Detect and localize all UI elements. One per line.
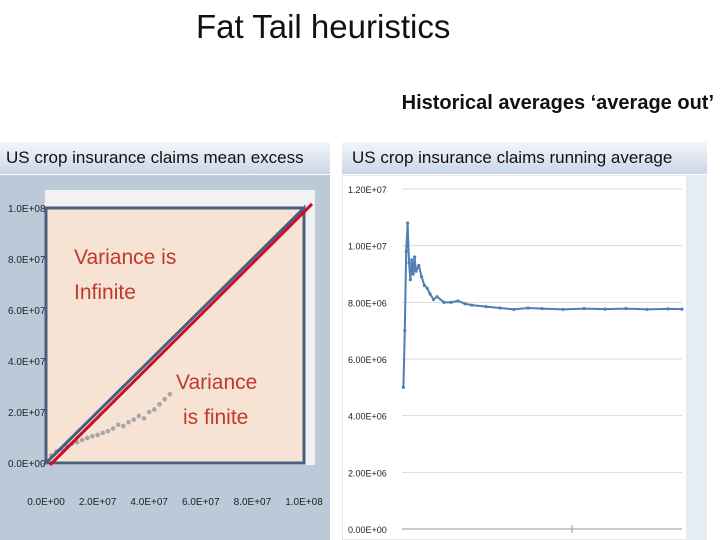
mean-excess-point xyxy=(115,422,121,428)
slide-subtitle: Historical averages ‘average out’ xyxy=(401,92,714,114)
running-average-point xyxy=(498,306,502,310)
mean-excess-point xyxy=(157,402,162,407)
infinite-label-line2: Infinite xyxy=(74,281,136,304)
running-average-point xyxy=(406,221,410,225)
running-average-point xyxy=(428,292,432,296)
mean-excess-point xyxy=(136,413,142,419)
left-y-tick-label: 6.0E+07 xyxy=(8,306,46,317)
finite-label-line1: Variance xyxy=(176,371,257,394)
running-average-point xyxy=(422,283,426,287)
mean-excess-point xyxy=(141,416,147,421)
running-average-point xyxy=(411,272,415,276)
running-average-point xyxy=(449,300,453,304)
running-average-point xyxy=(603,307,607,311)
running-average-point xyxy=(420,275,424,279)
mean-excess-point xyxy=(100,430,106,436)
running-average-point xyxy=(526,306,530,310)
running-average-point xyxy=(540,306,544,311)
mean-excess-point xyxy=(152,407,157,412)
running-average-point xyxy=(414,269,418,273)
right-panel-title: US crop insurance claims running average xyxy=(342,142,707,174)
mean-excess-point xyxy=(131,417,137,422)
right-y-tick-label: 1.00E+07 xyxy=(348,242,387,252)
running-average-point xyxy=(401,385,405,389)
running-average-point xyxy=(403,329,407,333)
infinite-label-line1: Variance is xyxy=(74,246,176,269)
left-y-tick-label: 8.0E+07 xyxy=(8,255,46,266)
running-average-point xyxy=(404,249,408,253)
mean-excess-point xyxy=(126,419,131,425)
right-y-tick-label: 8.00E+06 xyxy=(348,298,387,308)
left-x-tick-label: 1.0E+08 xyxy=(285,497,323,508)
mean-excess-point xyxy=(110,426,116,431)
infinite-variance-frame xyxy=(44,206,306,465)
right-y-tick-label: 1.20E+07 xyxy=(348,185,387,195)
mean-excess-point xyxy=(79,437,85,443)
running-average-point xyxy=(408,278,412,282)
running-average-point xyxy=(470,303,474,307)
running-average-point xyxy=(624,306,628,311)
left-y-tick-label: 1.0E+08 xyxy=(8,204,46,215)
left-x-tick-label: 6.0E+07 xyxy=(182,497,220,508)
left-y-tick-label: 2.0E+07 xyxy=(8,408,46,419)
mean-excess-point xyxy=(121,423,126,429)
finite-label-line2: is finite xyxy=(183,406,248,429)
running-average-point xyxy=(680,307,684,311)
running-average-point xyxy=(410,258,414,262)
running-average-point xyxy=(645,307,649,312)
mean-excess-chart: 0.0E+00 2.0E+07 4.0E+07 6.0E+07 8.0E+07 1.0E+… xyxy=(0,175,330,540)
running-average-point xyxy=(484,304,488,309)
running-average-point xyxy=(463,302,467,306)
running-average-point xyxy=(512,307,516,312)
left-y-tick-label: 0.0E+00 xyxy=(8,459,46,470)
running-average-point xyxy=(442,300,446,304)
running-average-chart: 0.00E+00 2.00E+06 4.00E+06 6.00E+06 8.00E+06… xyxy=(342,175,707,540)
left-x-tick-label: 8.0E+07 xyxy=(234,497,272,508)
running-average-point xyxy=(666,307,670,311)
running-average-series xyxy=(402,222,683,388)
left-x-tick-label: 0.0E+00 xyxy=(27,497,65,508)
left-x-tick-label: 4.0E+07 xyxy=(130,497,168,508)
mean-excess-point xyxy=(95,432,100,438)
running-average-point xyxy=(417,263,421,268)
left-y-tick-label: 4.0E+07 xyxy=(8,357,46,368)
left-x-tick-label: 2.0E+07 xyxy=(79,497,117,508)
right-y-tick-label: 0.00E+00 xyxy=(348,525,387,535)
reference-diagonal xyxy=(48,202,314,467)
mean-excess-point xyxy=(84,435,90,441)
running-average-point xyxy=(413,255,417,259)
right-scrollbar[interactable] xyxy=(686,175,707,540)
running-average-point xyxy=(561,307,565,312)
slide-title: Fat Tail heuristics xyxy=(196,8,451,45)
right-y-tick-label: 2.00E+06 xyxy=(348,468,387,478)
right-panel-background xyxy=(342,175,707,540)
right-y-tick-label: 4.00E+06 xyxy=(348,412,387,422)
running-average-point xyxy=(582,306,586,311)
running-average-point xyxy=(431,297,436,302)
mean-excess-point xyxy=(90,433,95,439)
running-average-point xyxy=(435,295,439,299)
running-average-point xyxy=(425,286,429,290)
mean-excess-point xyxy=(146,409,152,415)
right-y-tick-label: 6.00E+06 xyxy=(348,355,387,365)
running-average-point xyxy=(407,261,411,265)
mean-excess-point xyxy=(167,391,173,397)
running-average-point xyxy=(456,299,460,303)
left-panel-title: US crop insurance claims mean excess xyxy=(0,142,330,174)
mean-excess-point xyxy=(162,396,167,402)
mean-excess-point xyxy=(105,428,111,434)
